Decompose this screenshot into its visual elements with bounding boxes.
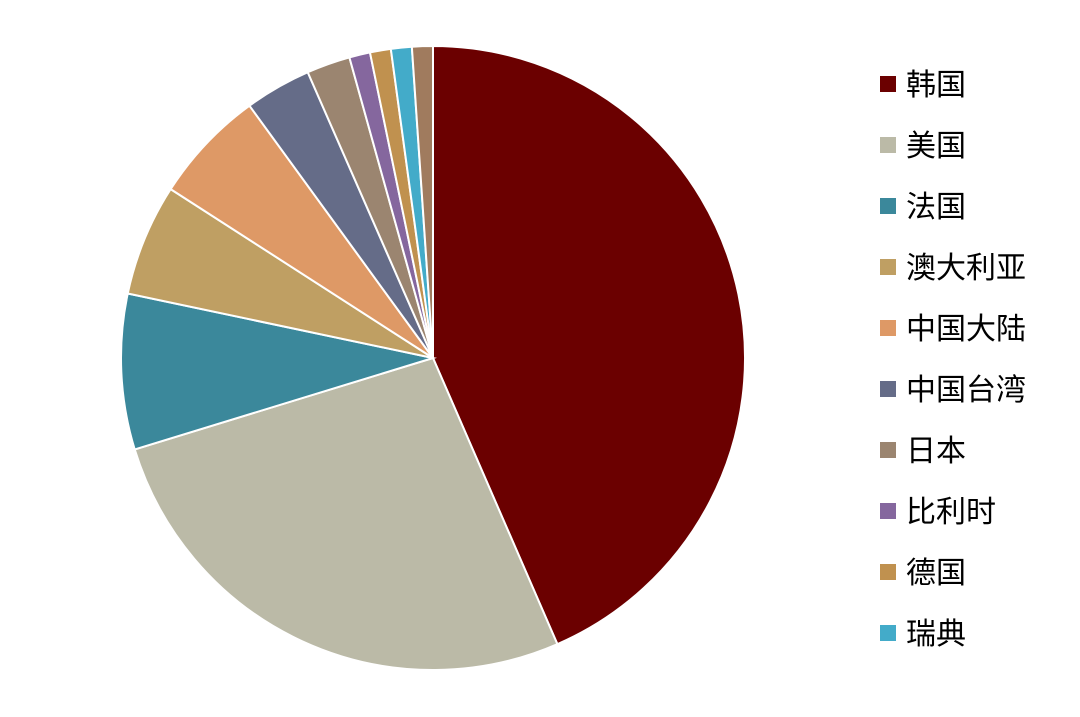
legend-label-6: 日本 [906,434,966,469]
legend-swatch-0 [880,76,896,92]
legend-swatch-7 [880,503,896,519]
legend-label-2: 法国 [906,190,966,225]
pie-slice-0 [432,44,746,646]
legend-label-1: 美国 [906,129,966,164]
legend-swatch-6 [880,442,896,458]
legend-label-4: 中国大陆 [906,312,1026,347]
legend-swatch-1 [880,137,896,153]
legend-swatch-3 [880,259,896,275]
pie-slice-10 [410,44,434,359]
legend-label-3: 澳大利亚 [906,251,1026,286]
legend-swatch-4 [880,320,896,336]
pie-slice-1 [133,356,559,671]
legend-swatch-9 [880,625,896,641]
pie-slice-2 [120,292,437,451]
legend-swatch-2 [880,198,896,214]
pie-slices [120,44,746,671]
legend-label-7: 比利时 [906,495,996,530]
legend-label-9: 瑞典 [906,617,966,652]
legend-label-8: 德国 [906,556,966,591]
legend-label-0: 韩国 [906,68,966,103]
legend-swatch-5 [880,381,896,397]
legend-swatch-8 [880,564,896,580]
legend-label-5: 中国台湾 [906,373,1026,408]
